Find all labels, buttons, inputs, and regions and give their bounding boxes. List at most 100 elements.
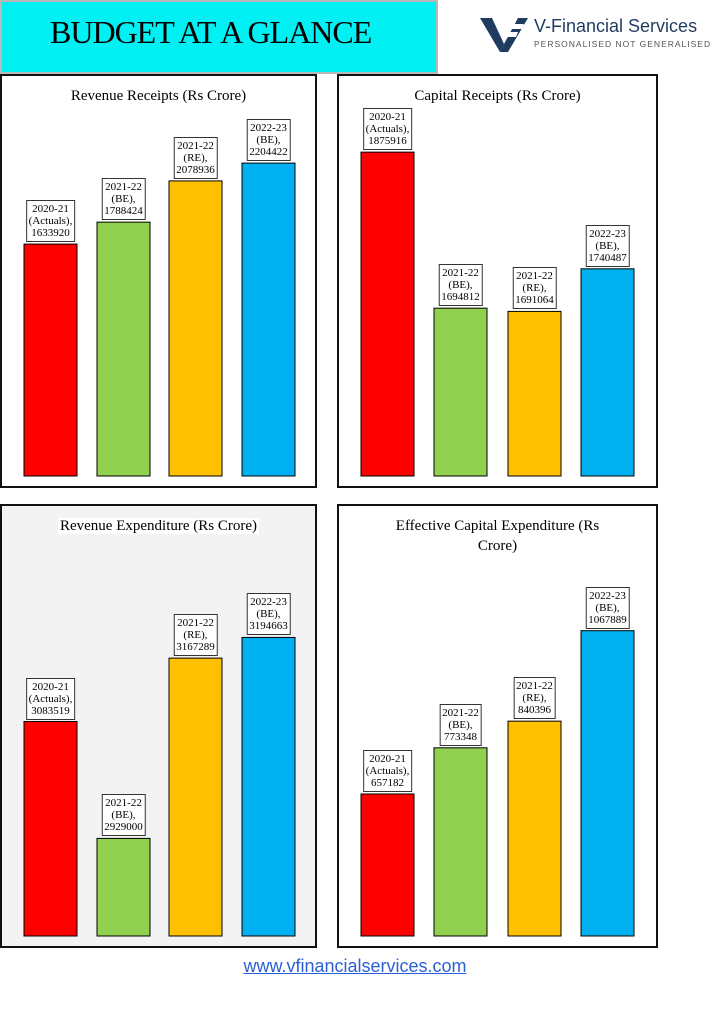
capital-receipts-chart: Capital Receipts (Rs Crore) 2020-21 (Actu…	[337, 74, 658, 488]
effective-capital-expenditure-chart: Effective Capital Expenditure (Rs Crore)…	[337, 504, 658, 948]
chart-plot-area	[360, 151, 635, 477]
page-title: BUDGET AT A GLANCE	[50, 14, 372, 50]
data-label-line: 2022-23	[250, 596, 287, 609]
chart-plot-area	[23, 636, 296, 937]
data-label-line: 2020-21	[32, 203, 69, 216]
data-label-line: 2021-22	[516, 680, 553, 693]
data-label-line: (BE),	[256, 134, 281, 147]
chart-title: Effective Capital Expenditure (Rs Crore)	[395, 518, 600, 554]
title-banner: BUDGET AT A GLANCE	[0, 0, 438, 74]
chart-title: Capital Receipts (Rs Crore)	[414, 88, 581, 104]
bar-2	[433, 307, 488, 477]
data-label-line: 2021-22	[442, 267, 479, 280]
data-label-line: 773348	[443, 730, 477, 743]
revenue-expenditure-chart: Revenue Expenditure (Rs Crore) 2020-21 (A…	[0, 504, 317, 948]
bar-4	[241, 162, 296, 477]
logo-tagline: PERSONALISED NOT GENERALISED	[534, 39, 710, 49]
data-label-line: 1740487	[588, 251, 627, 264]
data-label-2: 2021-22 (BE), 2929000	[101, 794, 146, 837]
data-label-line: (RE),	[183, 629, 208, 642]
data-label-3: 2021-22 (RE), 3167289	[173, 614, 218, 657]
data-label-line: 2022-23	[250, 122, 287, 135]
chart-title: Revenue Expenditure (Rs Crore)	[2, 516, 315, 536]
data-label-line: 3167289	[176, 641, 215, 654]
data-label-line: (BE),	[595, 601, 620, 614]
data-label-line: 840396	[517, 704, 551, 717]
data-label-line: 2021-22	[177, 139, 214, 152]
data-label-line: (Actuals),	[365, 123, 410, 136]
bar-1	[23, 243, 78, 477]
website-link[interactable]: www.vfinancialservices.com	[243, 956, 467, 976]
data-label-line: 2021-22	[442, 706, 479, 719]
bar-2	[96, 837, 151, 937]
data-label-line: (BE),	[448, 279, 473, 292]
data-label-4: 2022-23 (BE), 1740487	[585, 224, 630, 267]
bar-4	[580, 268, 635, 477]
data-label-line: 2022-23	[589, 589, 626, 602]
data-label-1: 2020-21 (Actuals), 1875916	[362, 108, 413, 151]
bar-2	[433, 747, 488, 937]
data-label-1: 2020-21 (Actuals), 1633920	[25, 200, 76, 243]
data-label-line: (BE),	[111, 193, 136, 206]
chart-title-text: Revenue Expenditure (Rs Crore)	[57, 518, 260, 534]
data-label-4: 2022-23 (BE), 2204422	[246, 119, 291, 162]
data-label-line: 2020-21	[369, 752, 406, 765]
data-label-line: (Actuals),	[28, 692, 73, 705]
bar-3	[507, 310, 562, 477]
data-label-line: 1788424	[104, 205, 143, 218]
revenue-receipts-chart: Revenue Receipts (Rs Crore) 2020-21 (Actu…	[0, 74, 317, 488]
data-label-4: 2022-23 (BE), 1067889	[585, 586, 630, 629]
data-label-line: 1067889	[588, 613, 627, 626]
data-label-line: 1633920	[31, 227, 70, 240]
bar-3	[168, 657, 223, 937]
chart-plot-area	[23, 162, 296, 477]
data-label-3: 2021-22 (RE), 2078936	[173, 136, 218, 179]
data-label-line: 1694812	[441, 291, 480, 304]
data-label-2: 2021-22 (BE), 1788424	[101, 178, 146, 221]
data-label-line: 1691064	[515, 294, 554, 307]
data-label-line: (RE),	[522, 692, 547, 705]
chart-title: Revenue Receipts (Rs Crore)	[70, 88, 247, 104]
data-label-line: 2021-22	[105, 181, 142, 194]
bar-3	[507, 720, 562, 937]
data-label-4: 2022-23 (BE), 3194663	[246, 593, 291, 636]
data-label-3: 2021-22 (RE), 840396	[513, 677, 556, 720]
bar-1	[23, 721, 78, 937]
data-label-line: 3083519	[31, 704, 70, 717]
data-label-line: (Actuals),	[365, 764, 410, 777]
data-label-line: (RE),	[183, 151, 208, 164]
footer: www.vfinancialservices.com	[0, 956, 710, 977]
data-label-line: (Actuals),	[28, 215, 73, 228]
data-label-line: 657182	[371, 776, 404, 789]
data-label-line: 2022-23	[589, 227, 626, 240]
bar-3	[168, 180, 223, 477]
data-label-line: (BE),	[111, 809, 136, 822]
data-label-line: 1875916	[368, 135, 407, 148]
data-label-line: (BE),	[256, 608, 281, 621]
data-label-line: 2929000	[104, 821, 143, 834]
bar-1	[360, 793, 415, 937]
data-label-1: 2020-21 (Actuals), 3083519	[25, 677, 76, 720]
logo-name: V-Financial Services	[534, 16, 698, 36]
bar-4	[580, 630, 635, 937]
data-label-line: 2078936	[176, 163, 215, 176]
data-label-line: 2021-22	[516, 270, 553, 283]
data-label-line: 2020-21	[369, 111, 406, 124]
data-label-line: 2021-22	[177, 617, 214, 630]
data-label-line: (BE),	[448, 718, 473, 731]
data-label-line: 2021-22	[105, 797, 142, 810]
data-label-line: (RE),	[522, 282, 547, 295]
data-label-2: 2021-22 (BE), 1694812	[438, 264, 483, 307]
bar-2	[96, 221, 151, 477]
v-logo-icon	[480, 18, 528, 52]
company-logo: V-Financial Services PERSONALISED NOT GE…	[478, 14, 710, 54]
chart-plot-area	[360, 630, 635, 937]
data-label-line: (BE),	[595, 239, 620, 252]
data-label-line: 2204422	[249, 146, 288, 159]
bar-4	[241, 636, 296, 937]
data-label-2: 2021-22 (BE), 773348	[439, 703, 482, 746]
data-label-1: 2020-21 (Actuals), 657182	[362, 749, 413, 792]
data-label-line: 3194663	[249, 620, 288, 633]
bar-1	[360, 151, 415, 477]
data-label-3: 2021-22 (RE), 1691064	[512, 267, 557, 310]
